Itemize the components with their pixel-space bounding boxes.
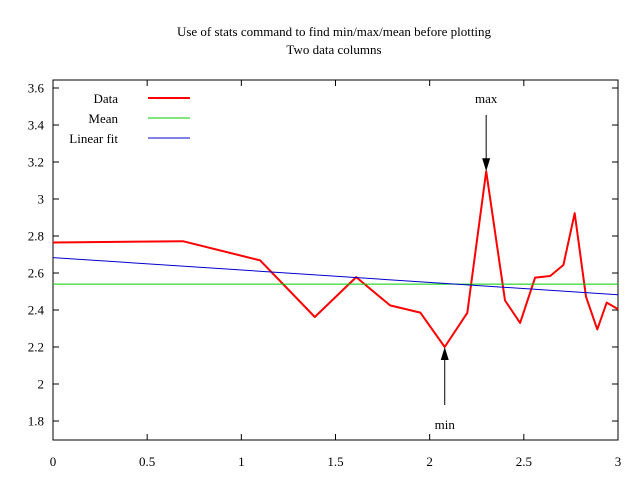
min-label: min: [435, 417, 456, 432]
y-tick-label: 2.4: [28, 303, 45, 318]
x-tick-label: 1: [238, 454, 245, 469]
linear-fit-line: [52, 257, 619, 296]
y-tick-label: 3.4: [28, 118, 45, 133]
y-tick-label: 3.6: [28, 81, 45, 96]
legend: Data Mean Linear fit: [69, 91, 190, 146]
chart-title: Use of stats command to find min/max/mea…: [177, 24, 492, 39]
y-tick-label: 3: [38, 192, 45, 207]
y-tick-label: 2.2: [28, 340, 44, 355]
x-tick-label: 0: [50, 454, 57, 469]
y-tick-label: 2: [38, 377, 45, 392]
ticks-layer: 0 0.5 1 1.5 2 2.5 3 1.8 2 2.2 2.4 2.6 2.8 3 3.2 3.4 3.6: [28, 80, 622, 469]
x-tick-label: 1.5: [327, 454, 343, 469]
annotation-layer: max min: [435, 91, 498, 432]
max-label: max: [475, 91, 498, 106]
min-arrow-head: [440, 347, 449, 360]
legend-entry-linear-fit-label: Linear fit: [69, 131, 118, 146]
legend-entry-data-label: Data: [93, 91, 118, 106]
y-tick-label: 2.6: [28, 266, 45, 281]
data-line: [52, 170, 619, 348]
series-layer: [52, 170, 619, 348]
chart-subtitle: Two data columns: [286, 42, 381, 57]
legend-entry-mean-label: Mean: [88, 111, 118, 126]
x-tick-label: 0.5: [139, 454, 155, 469]
y-tick-label: 1.8: [28, 414, 44, 429]
x-tick-label: 2: [426, 454, 433, 469]
max-arrow-head: [482, 158, 491, 172]
plot-frame: [52, 79, 619, 441]
x-tick-label: 3: [615, 454, 622, 469]
y-tick-label: 3.2: [28, 155, 44, 170]
y-tick-label: 2.8: [28, 229, 44, 244]
x-tick-label: 2.5: [516, 454, 532, 469]
